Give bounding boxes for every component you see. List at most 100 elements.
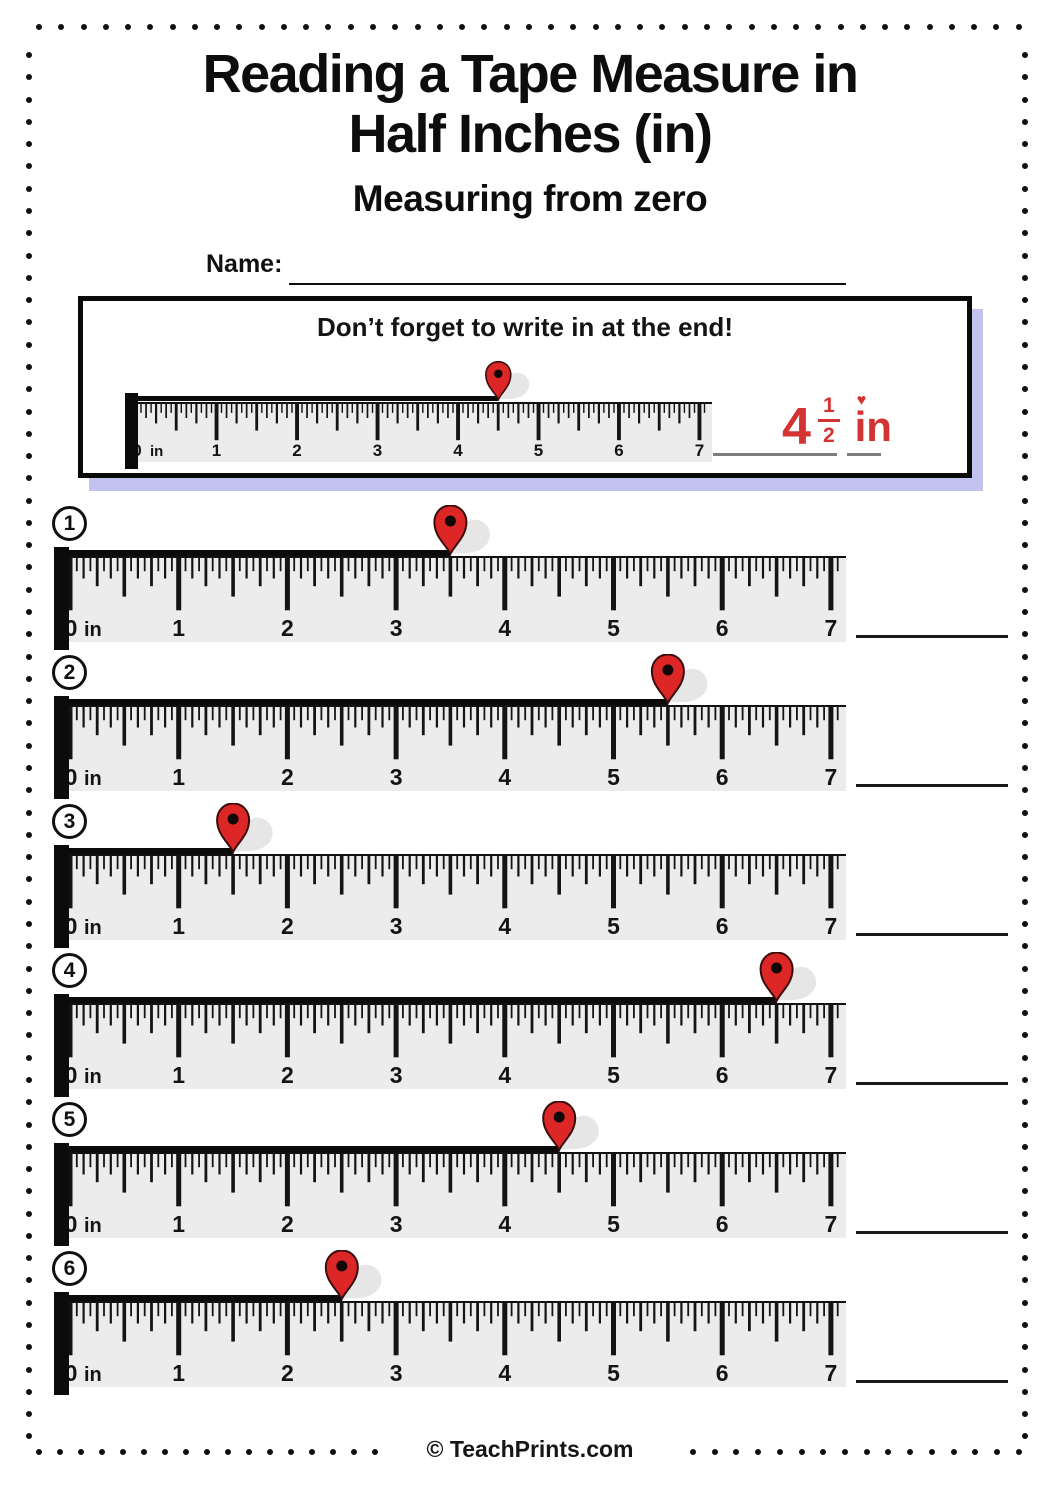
border-dot <box>26 185 32 192</box>
svg-text:6: 6 <box>716 1211 729 1237</box>
border-dot <box>994 1449 1001 1455</box>
border-dot <box>26 1032 32 1039</box>
svg-text:4: 4 <box>453 441 463 460</box>
svg-text:2: 2 <box>281 913 294 939</box>
svg-text:4: 4 <box>498 1211 511 1237</box>
tape-measure-ruler: 0 in 1 2 3 4 5 6 7 <box>54 654 846 799</box>
border-dot <box>26 141 32 148</box>
border-dot <box>26 1010 32 1017</box>
border-dot <box>414 24 421 30</box>
border-dot <box>26 943 32 950</box>
answer-blank-line <box>856 933 1008 936</box>
border-dot <box>820 1449 827 1455</box>
border-dot <box>1022 475 1028 482</box>
border-dot <box>926 24 933 30</box>
border-dot <box>1022 1188 1028 1195</box>
svg-text:3: 3 <box>390 764 403 790</box>
border-dot <box>26 854 32 861</box>
border-dot <box>1022 1232 1028 1239</box>
border-dot <box>1022 1411 1028 1418</box>
svg-text:in: in <box>84 1215 102 1237</box>
border-dot <box>303 24 310 30</box>
answer-blank-line <box>856 1380 1008 1383</box>
svg-text:4: 4 <box>498 615 511 641</box>
border-dot <box>859 24 866 30</box>
border-dot <box>26 920 32 927</box>
border-dot <box>904 24 911 30</box>
border-dot <box>102 24 109 30</box>
border-dot <box>1022 207 1028 214</box>
border-dot <box>246 1449 252 1455</box>
border-dot <box>733 1449 740 1455</box>
border-dot <box>183 1449 189 1455</box>
border-dot <box>26 297 32 304</box>
border-dot <box>26 1344 32 1351</box>
border-dot <box>1015 1449 1022 1455</box>
svg-text:2: 2 <box>281 1360 294 1386</box>
example-instruction: Don’t forget to write in at the end! <box>317 312 733 342</box>
problem-number-badge: 2 <box>52 655 87 690</box>
border-dot <box>659 24 666 30</box>
border-dot <box>614 24 621 30</box>
border-dot <box>1022 163 1028 170</box>
svg-text:5: 5 <box>607 615 620 641</box>
border-dot <box>776 1449 783 1455</box>
border-dot <box>26 519 32 526</box>
svg-text:3: 3 <box>390 1360 403 1386</box>
svg-text:1: 1 <box>172 1360 185 1386</box>
border-dot <box>1022 1210 1028 1217</box>
svg-text:1: 1 <box>212 441 221 460</box>
svg-text:3: 3 <box>373 441 382 460</box>
border-dot <box>770 24 777 30</box>
answer-blank-line <box>856 784 1008 787</box>
border-dot <box>1022 1099 1028 1106</box>
border-dot <box>26 898 32 905</box>
svg-text:3: 3 <box>390 615 403 641</box>
border-dot <box>258 24 265 30</box>
border-dot <box>325 24 332 30</box>
border-dot <box>26 453 32 460</box>
title-line1: Reading a Tape Measure in <box>202 44 859 104</box>
svg-text:6: 6 <box>614 441 623 460</box>
problem-number-badge: 3 <box>52 804 87 839</box>
border-dot <box>1022 586 1028 593</box>
border-dots-right <box>1022 52 1034 1440</box>
border-dot <box>815 24 822 30</box>
svg-text:4: 4 <box>498 764 511 790</box>
tape-end-hook <box>125 393 138 469</box>
border-dot <box>885 1449 892 1455</box>
border-dot <box>1022 1076 1028 1083</box>
svg-text:2: 2 <box>281 615 294 641</box>
answer-fraction: 1 2 <box>817 395 840 446</box>
border-dot <box>162 1449 168 1455</box>
svg-text:1: 1 <box>172 913 185 939</box>
border-dot <box>1022 341 1028 348</box>
svg-text:5: 5 <box>607 1211 620 1237</box>
border-dot <box>236 24 243 30</box>
footer-credit: © TeachPrints.com <box>426 1436 634 1462</box>
border-dot <box>26 74 32 81</box>
problem-row-1: 1 0 in 1 2 3 4 5 6 7 <box>0 505 1060 654</box>
problem-row-3: 3 0 in 1 2 3 4 5 6 7 <box>0 803 1060 952</box>
border-dot <box>351 1449 357 1455</box>
border-dot <box>1022 1299 1028 1306</box>
border-dot <box>436 24 443 30</box>
tape-end-hook <box>54 1292 69 1395</box>
svg-text:6: 6 <box>716 1360 729 1386</box>
measured-length-line <box>54 550 451 556</box>
location-pin-icon <box>433 505 490 557</box>
border-dot <box>26 831 32 838</box>
border-dot <box>1022 1388 1028 1395</box>
measured-length-line <box>54 997 777 1003</box>
border-dot <box>1022 920 1028 927</box>
location-pin-icon <box>216 803 273 855</box>
border-dot <box>26 230 32 237</box>
location-pin-icon <box>759 952 817 1004</box>
border-dot <box>26 1143 32 1150</box>
border-dot <box>58 24 65 30</box>
border-dot <box>169 24 176 30</box>
border-dot <box>1022 74 1028 81</box>
border-dot <box>711 1449 718 1455</box>
svg-text:7: 7 <box>825 1211 838 1237</box>
border-dot <box>1022 1433 1028 1440</box>
